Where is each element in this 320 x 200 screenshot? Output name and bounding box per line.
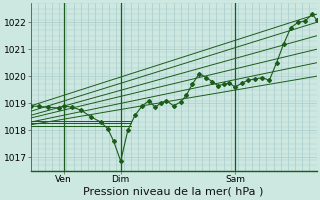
X-axis label: Pression niveau de la mer( hPa ): Pression niveau de la mer( hPa ): [84, 187, 264, 197]
